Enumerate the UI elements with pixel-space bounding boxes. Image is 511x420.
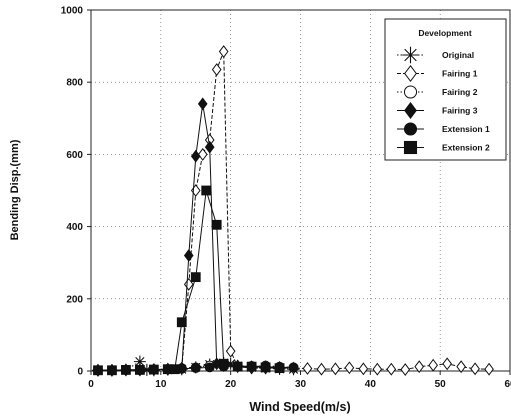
x-tick-label: 60 (504, 379, 511, 390)
legend-marker (403, 85, 418, 99)
legend-item: Extension 1 (397, 122, 490, 136)
data-point (218, 45, 229, 58)
data-point (484, 362, 494, 376)
data-point (204, 362, 215, 373)
x-tick-label: 40 (365, 379, 377, 390)
legend-item: Fairing 1 (397, 64, 478, 83)
data-point (197, 97, 208, 111)
data-point (169, 364, 180, 375)
x-tick-label: 20 (225, 379, 237, 390)
data-point (190, 363, 201, 374)
series-line (98, 103, 280, 371)
legend-label: Extension 1 (442, 124, 490, 134)
x-tick-label: 50 (435, 379, 447, 390)
series-6 (93, 185, 285, 376)
data-point (133, 355, 146, 368)
data-point (121, 365, 131, 375)
legend-item: Fairing 2 (397, 85, 478, 99)
x-tick-label: 0 (88, 379, 94, 390)
data-point (260, 362, 271, 373)
data-point (456, 360, 466, 374)
data-point (386, 362, 397, 376)
legend-marker (403, 140, 418, 155)
data-point (201, 185, 212, 196)
data-point (428, 358, 439, 372)
x-tick-label: 30 (295, 379, 307, 390)
data-point (232, 361, 243, 372)
legend-item: Fairing 3 (397, 101, 478, 120)
data-point (211, 219, 222, 230)
legend-item: Original (397, 46, 474, 64)
data-point (358, 362, 369, 376)
data-point (442, 357, 452, 371)
data-point (107, 365, 117, 376)
y-tick-label: 800 (66, 78, 83, 89)
data-point (93, 365, 103, 376)
data-point (190, 272, 201, 283)
series-layer (91, 45, 494, 377)
data-point (183, 249, 194, 262)
y-tick-label: 1000 (61, 6, 84, 17)
data-point (470, 362, 480, 376)
data-point (302, 362, 313, 375)
legend: Development Original Fairing 1 Fairing 2 Fa… (384, 18, 507, 161)
legend-label: Fairing 3 (442, 106, 478, 116)
legend-label: Fairing 2 (442, 87, 478, 97)
y-tick-label: 0 (77, 367, 83, 378)
data-point (204, 140, 215, 154)
data-point (224, 357, 237, 370)
data-point (316, 362, 327, 376)
data-point (176, 317, 187, 328)
legend-marker (402, 46, 419, 64)
data-point (274, 363, 285, 374)
data-point (225, 344, 236, 358)
y-tick-label: 600 (66, 150, 83, 161)
legend-label: Original (442, 50, 474, 60)
legend-marker (404, 64, 417, 83)
series-line (98, 190, 280, 371)
legend-items: Original Fairing 1 Fairing 2 Fairing 3 Exten… (397, 46, 490, 155)
data-point (218, 358, 229, 369)
data-point (190, 149, 201, 163)
y-axis-title: Bending Disp.(mm) (9, 139, 21, 240)
series-4 (93, 97, 285, 377)
legend-label: Fairing 1 (442, 69, 478, 79)
legend-label: Extension 2 (442, 143, 490, 153)
y-tick-label: 200 (66, 294, 83, 305)
data-point (197, 147, 208, 161)
data-point (400, 363, 411, 376)
data-point (288, 362, 299, 373)
data-point (211, 63, 222, 76)
data-point (414, 360, 425, 374)
axis-ticks: 010203040506002004006008001000 (61, 6, 511, 391)
data-point (134, 365, 145, 375)
data-point (246, 361, 257, 372)
y-tick-label: 400 (66, 222, 83, 233)
legend-title: Development (418, 28, 472, 38)
legend-item: Extension 2 (397, 140, 490, 155)
x-axis-title: Wind Speed(m/s) (249, 400, 350, 414)
data-point (148, 364, 159, 375)
x-tick-label: 10 (155, 379, 167, 390)
data-point (330, 362, 341, 376)
data-point (344, 361, 355, 375)
legend-marker (403, 122, 418, 136)
data-point (190, 184, 201, 197)
data-point (372, 362, 383, 376)
legend-marker (404, 101, 417, 120)
